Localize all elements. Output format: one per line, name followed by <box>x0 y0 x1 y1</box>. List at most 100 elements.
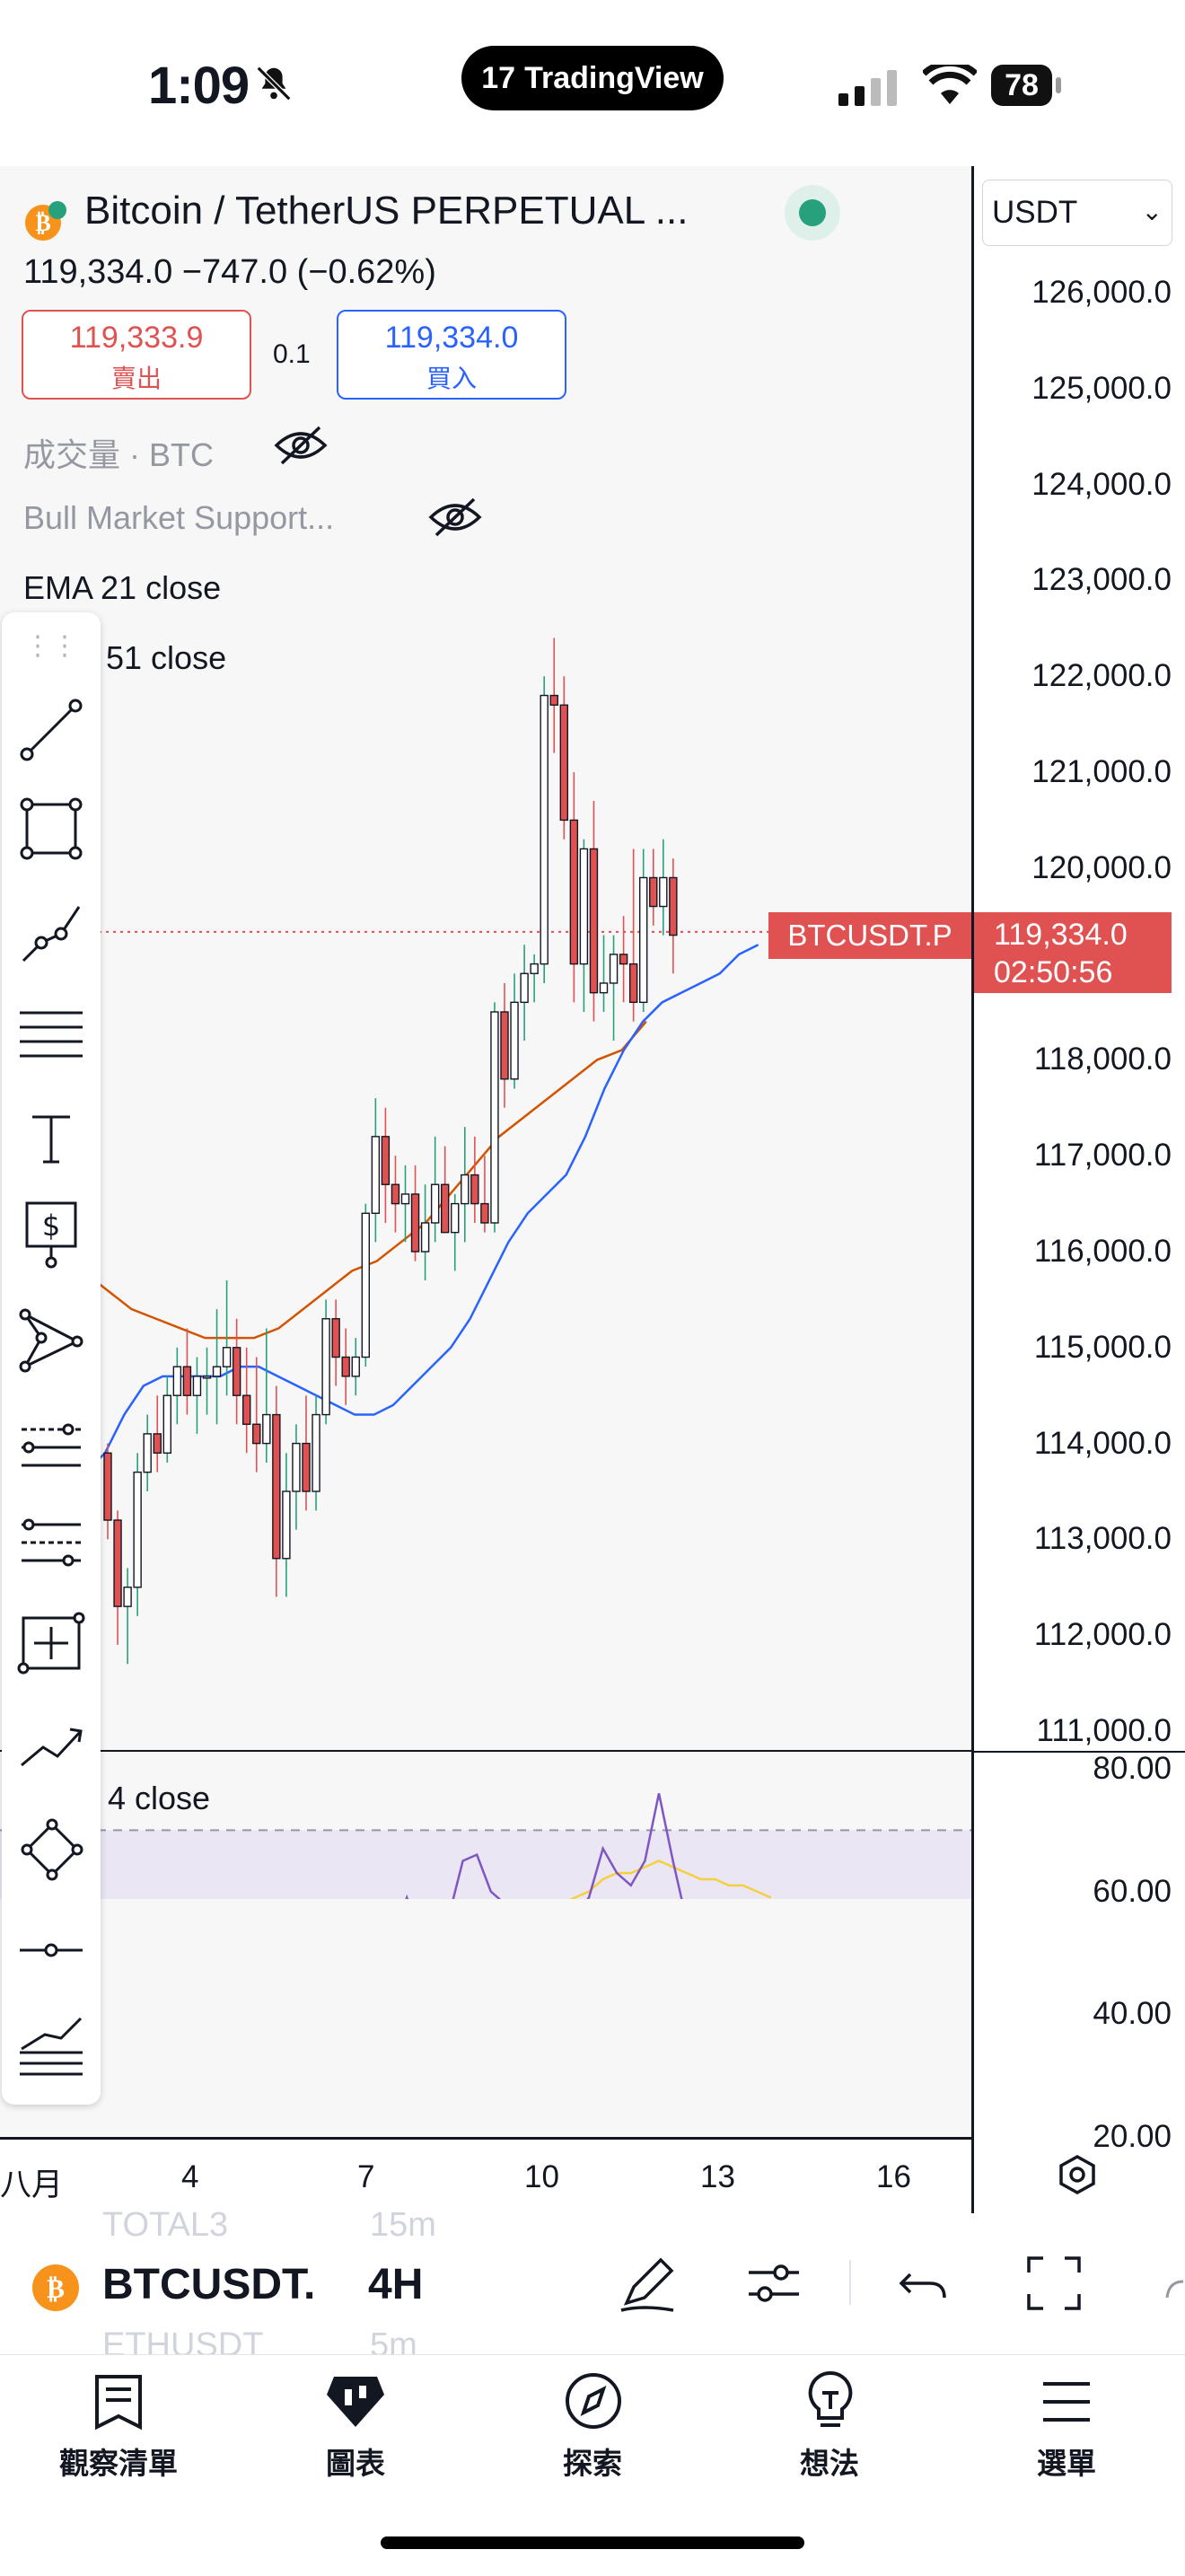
sell-price: 119,333.9 <box>69 321 204 355</box>
candle-body <box>282 1490 291 1560</box>
interval-selector[interactable]: 4H <box>368 2261 424 2308</box>
share-icon[interactable] <box>1163 2267 1185 2308</box>
legend-ema21[interactable]: EMA 21 close <box>23 569 222 606</box>
candle-body <box>252 1423 261 1445</box>
candle-body <box>182 1366 192 1396</box>
undo-icon[interactable] <box>894 2255 952 2317</box>
horizontal-ray-tool[interactable] <box>14 1912 88 1986</box>
legend-bull-market-support[interactable]: Bull Market Support... <box>23 499 335 536</box>
candle-body <box>490 1011 499 1224</box>
rsi-scale-label: 20.00 <box>1093 2119 1172 2154</box>
chart-controls-bar: TOTAL3 15m ₿ BTCUSDT. 4H ETHUSDT 5m <box>0 2206 1185 2364</box>
tab-ideas[interactable]: 想法 <box>711 2355 948 2535</box>
candle-body <box>133 1471 142 1588</box>
candle-body <box>569 819 579 965</box>
more-tools[interactable] <box>14 2008 88 2081</box>
price-scale-label: 120,000.0 <box>1031 849 1172 885</box>
symbol-selector[interactable]: BTCUSDT. <box>102 2261 316 2308</box>
tab-chart[interactable]: 圖表 <box>237 2355 474 2535</box>
trend-line-tool[interactable] <box>14 693 88 767</box>
price-scale-label: 121,000.0 <box>1031 754 1172 789</box>
rsi-scale-label: 60.00 <box>1093 1873 1172 1909</box>
legend-rsi[interactable]: 4 close <box>108 1780 211 1816</box>
rectangle-icon <box>20 797 83 860</box>
brush-tool[interactable] <box>14 1812 88 1886</box>
tradingview-logo-icon: 17 <box>481 60 516 95</box>
candle-body <box>341 1356 350 1377</box>
rectangle-tool[interactable] <box>14 792 88 866</box>
fib-retracement-tool[interactable] <box>14 997 88 1070</box>
candle-body <box>242 1394 251 1425</box>
spread-value: 0.1 <box>273 339 311 369</box>
rsi-scale-label: 40.00 <box>1093 1996 1172 2032</box>
candle-body <box>123 1587 132 1607</box>
chart-icon <box>327 2377 384 2427</box>
shape-icon <box>21 1818 83 1881</box>
market-status-dot[interactable] <box>785 185 840 241</box>
candle-body <box>420 1222 430 1253</box>
candle-body <box>649 876 658 908</box>
status-bar: 1:09 17 TradingView 78 <box>0 0 1185 166</box>
wifi-icon <box>921 59 979 110</box>
fullscreen-icon[interactable] <box>1023 2253 1084 2318</box>
pitchfork-tool[interactable] <box>14 896 88 970</box>
hidden-eye-icon[interactable] <box>427 494 483 545</box>
candle-body <box>292 1442 301 1492</box>
svg-text:₿: ₿ <box>35 210 50 237</box>
last-price-symbol-tag: BTCUSDT.P <box>768 912 971 959</box>
candle-body <box>351 1356 360 1377</box>
price-note-tool[interactable]: $ <box>14 1196 88 1270</box>
divider <box>849 2260 851 2305</box>
svg-text:$: $ <box>42 1209 60 1243</box>
tab-menu[interactable]: 選單 <box>948 2355 1185 2535</box>
chart-area[interactable] <box>0 166 971 2213</box>
sell-button[interactable]: 119,333.9 賣出 <box>22 310 251 400</box>
fib-lines-icon <box>20 1011 83 1058</box>
candle-body <box>232 1347 241 1396</box>
settings-hexagon-icon[interactable] <box>1056 2153 1099 2201</box>
buy-button[interactable]: 119,334.0 買入 <box>337 310 566 400</box>
battery-tip <box>1056 77 1061 93</box>
price-scale-label: 126,000.0 <box>1031 275 1172 310</box>
time-axis[interactable]: 八月 4 7 10 13 16 <box>0 2137 971 2216</box>
price-scale-label: 112,000.0 <box>1033 1617 1172 1653</box>
tab-watchlist[interactable]: 觀察清單 <box>0 2355 237 2535</box>
svg-text:₿: ₿ <box>47 2273 65 2305</box>
pattern-tool[interactable] <box>14 1302 88 1376</box>
indicators-sliders-icon[interactable] <box>742 2251 806 2320</box>
price-scale-label: 111,000.0 <box>1036 1713 1172 1748</box>
time-label: 13 <box>700 2159 735 2194</box>
draw-pen-icon[interactable] <box>616 2251 680 2320</box>
time-label: 4 <box>181 2159 199 2194</box>
hidden-eye-icon[interactable] <box>273 422 329 473</box>
forecast-tool[interactable] <box>14 1505 88 1578</box>
measure-tool[interactable] <box>14 1607 88 1681</box>
candle-body <box>272 1413 281 1560</box>
currency-select[interactable]: USDT ⌄ <box>982 180 1172 246</box>
price-scale-label: 118,000.0 <box>1033 1042 1172 1077</box>
idea-icon <box>808 2370 853 2427</box>
polyline-tool[interactable] <box>14 1710 88 1783</box>
candle-body <box>480 1202 489 1224</box>
price-scale[interactable]: 126,000.0 125,000.0 124,000.0 123,000.0 122,… <box>971 166 1185 2213</box>
drag-handle-icon[interactable]: ⋮⋮ <box>24 631 78 661</box>
symbol-title[interactable]: Bitcoin / TetherUS PERPETUAL ... <box>84 189 689 233</box>
candle-body <box>441 1183 450 1234</box>
ema21-line <box>8 944 759 1579</box>
tab-explore[interactable]: 探索 <box>474 2355 711 2535</box>
projection-icon <box>22 1423 81 1467</box>
currency-value: USDT <box>992 195 1078 230</box>
watchlist-icon <box>95 2375 142 2431</box>
candle-body <box>549 694 558 706</box>
rsi-line <box>405 1793 683 1899</box>
price-scale-label: 124,000.0 <box>1031 466 1172 502</box>
long-position-tool[interactable] <box>14 1410 88 1483</box>
text-tool[interactable] <box>14 1101 88 1174</box>
legend-ema51[interactable]: 51 close <box>106 639 227 676</box>
tradingview-pill[interactable]: 17 TradingView <box>461 46 724 110</box>
last-price-tag: 119,334.0 02:50:56 <box>974 912 1172 993</box>
legend-volume[interactable]: 成交量 · BTC <box>23 436 214 473</box>
bitcoin-logo-icon: ₿ <box>23 199 66 247</box>
ghost-interval-above: 15m <box>370 2206 436 2244</box>
tab-label: 圖表 <box>326 2447 385 2480</box>
